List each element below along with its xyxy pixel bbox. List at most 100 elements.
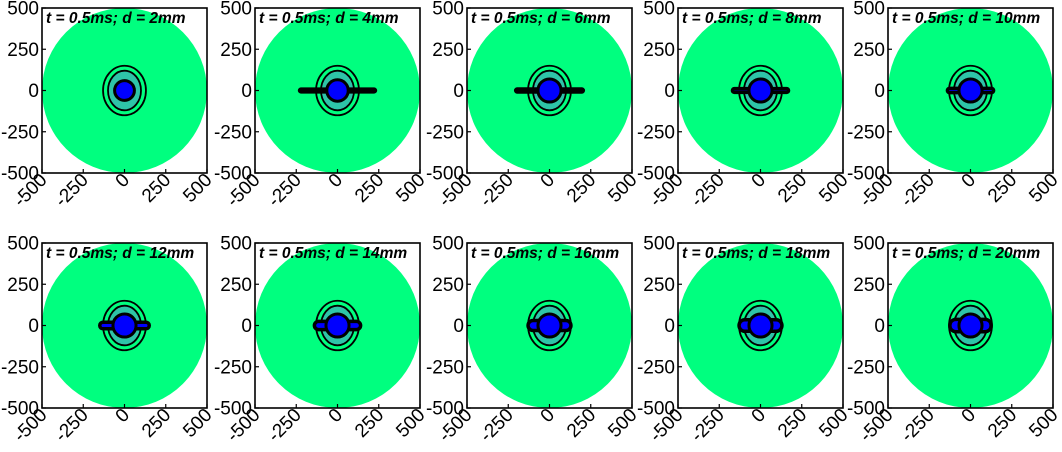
plot-area	[678, 243, 843, 408]
y-tick-label: 250	[853, 40, 885, 61]
outer-ring	[102, 64, 147, 117]
y-tick-label: 0	[453, 81, 464, 102]
x-tick-label: 500	[1025, 405, 1062, 442]
y-tick-label: -250	[426, 122, 464, 143]
y-tick-label: 500	[432, 234, 464, 255]
y-tick-label: 250	[432, 275, 464, 296]
core-blob	[747, 312, 774, 339]
y-tick-label: 0	[241, 81, 252, 102]
y-tick-label: 250	[220, 275, 252, 296]
core-blob	[957, 77, 984, 104]
x-tick-label: 250	[774, 405, 811, 442]
x-tick-label: 500	[1025, 170, 1062, 207]
y-tick-label: -250	[214, 122, 252, 143]
y-tick-label: -500	[1, 164, 39, 185]
core-blob	[111, 312, 138, 339]
x-tick-label: 500	[604, 170, 641, 207]
plot-area	[888, 243, 1053, 408]
y-tick-label: 250	[853, 275, 885, 296]
plot-area	[255, 8, 420, 173]
y-tick-label: 250	[432, 40, 464, 61]
x-tick-label: 250	[984, 170, 1021, 207]
y-tick-label: 0	[664, 316, 675, 337]
plot-area	[42, 8, 207, 173]
x-tick-label: 500	[392, 405, 429, 442]
core-blob	[747, 77, 774, 104]
y-tick-label: -500	[847, 399, 885, 420]
core-blob	[113, 79, 136, 102]
x-tick-label: 500	[392, 170, 429, 207]
x-tick-label: 250	[563, 170, 600, 207]
x-tick-label: -250	[687, 405, 729, 447]
y-tick-label: 500	[643, 234, 675, 255]
y-tick-label: -250	[1, 122, 39, 143]
y-tick-label: -250	[426, 357, 464, 378]
plot-area	[467, 243, 632, 408]
x-tick-label: 500	[179, 405, 216, 442]
x-tick-label: -250	[687, 170, 729, 212]
y-tick-label: 250	[220, 40, 252, 61]
x-tick-label: 500	[179, 170, 216, 207]
core-blob	[536, 77, 563, 104]
x-tick-label: -250	[51, 170, 93, 212]
x-tick-label: 250	[351, 170, 388, 207]
y-tick-label: 500	[220, 234, 252, 255]
plot-area	[678, 8, 843, 173]
y-tick-label: 500	[432, 0, 464, 20]
y-tick-label: -500	[426, 399, 464, 420]
y-tick-label: 500	[853, 234, 885, 255]
y-tick-label: -500	[637, 164, 675, 185]
plot-area	[467, 8, 632, 173]
y-tick-label: -500	[214, 399, 252, 420]
core-blob	[324, 312, 351, 339]
x-tick-label: -250	[476, 405, 518, 447]
x-tick-label: -250	[264, 405, 306, 447]
core-blob	[536, 312, 563, 339]
core-blob	[325, 78, 350, 103]
x-tick-label: -250	[51, 405, 93, 447]
panel-title: t = 0.5ms; d = 16mm	[471, 245, 619, 262]
x-tick-label: 250	[138, 170, 175, 207]
y-tick-label: 250	[7, 275, 39, 296]
panel-title: t = 0.5ms; d = 12mm	[46, 245, 194, 262]
y-tick-label: 250	[7, 40, 39, 61]
y-tick-label: 500	[853, 0, 885, 20]
y-tick-label: 0	[874, 81, 885, 102]
panel-title: t = 0.5ms; d = 2mm	[46, 10, 186, 27]
x-tick-label: 250	[774, 170, 811, 207]
x-tick-label: 250	[351, 405, 388, 442]
y-tick-label: 0	[28, 316, 39, 337]
y-tick-label: -500	[847, 164, 885, 185]
y-tick-label: 0	[28, 81, 39, 102]
panel-title: t = 0.5ms; d = 4mm	[259, 10, 399, 27]
x-tick-label: 250	[563, 405, 600, 442]
y-tick-label: 500	[220, 0, 252, 20]
x-tick-label: -250	[897, 170, 939, 212]
x-tick-label: -250	[264, 170, 306, 212]
y-tick-label: 250	[643, 40, 675, 61]
y-tick-label: -250	[637, 122, 675, 143]
y-tick-label: -250	[214, 357, 252, 378]
y-tick-label: -250	[847, 122, 885, 143]
panel-title: t = 0.5ms; d = 6mm	[471, 10, 611, 27]
y-tick-label: 0	[453, 316, 464, 337]
plot-area	[888, 8, 1053, 173]
y-tick-label: -500	[426, 164, 464, 185]
y-tick-label: 250	[643, 275, 675, 296]
y-tick-label: -250	[637, 357, 675, 378]
y-tick-label: 0	[241, 316, 252, 337]
x-tick-label: -250	[476, 170, 518, 212]
y-tick-label: -500	[214, 164, 252, 185]
plot-area	[255, 243, 420, 408]
